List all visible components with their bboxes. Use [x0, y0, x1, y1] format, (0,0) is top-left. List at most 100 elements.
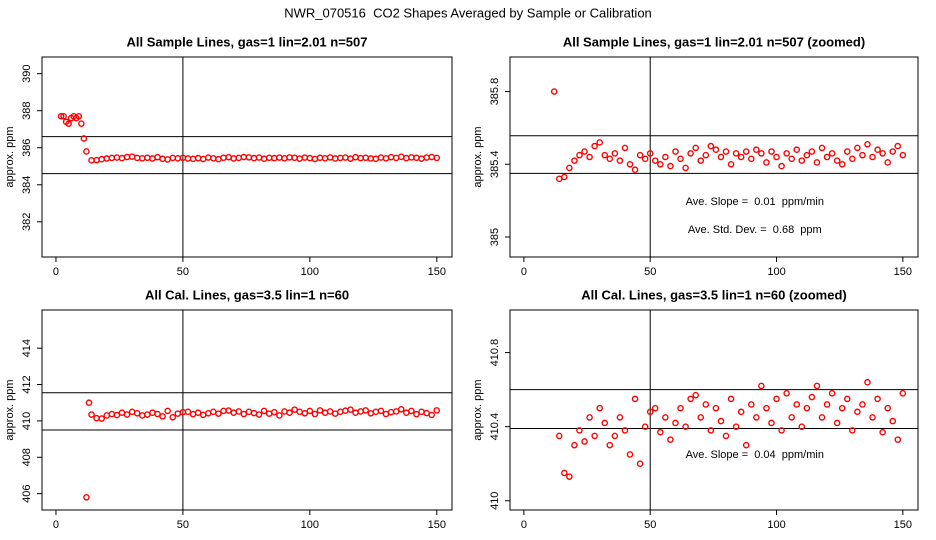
y-tick-label: 410 [489, 492, 501, 510]
data-point [235, 408, 243, 415]
data-point [803, 151, 811, 159]
data-point [621, 144, 629, 152]
data-point [753, 146, 760, 154]
data-point [712, 404, 720, 412]
plot-frame [41, 309, 453, 511]
y-tick-label: 385.4 [489, 151, 501, 179]
y-tick-label: 385.8 [489, 78, 501, 106]
data-point [78, 120, 85, 127]
data-point [833, 419, 841, 427]
data-point [566, 473, 573, 480]
data-point [768, 419, 775, 427]
data-point [403, 154, 410, 162]
data-point [889, 417, 897, 425]
data-point [586, 414, 593, 421]
data-point [707, 427, 715, 434]
data-point [758, 150, 765, 157]
annotation: Ave. Slope = 0.04 ppm/min [686, 449, 824, 461]
data-point [276, 154, 283, 161]
data-point [788, 155, 795, 163]
x-tick-label: 50 [177, 519, 189, 531]
data-point [433, 407, 441, 414]
data-point [561, 469, 568, 477]
data-point [879, 428, 886, 436]
data-point [737, 153, 745, 161]
data-point [113, 411, 121, 419]
data-point [336, 408, 344, 416]
data-point [571, 441, 578, 449]
data-point [316, 154, 324, 162]
data-point [220, 154, 227, 162]
data-point [646, 408, 654, 416]
data-point [803, 404, 811, 412]
panel-title: All Sample Lines, gas=1 lin=2.01 n=507 (… [563, 34, 865, 49]
data-point [433, 154, 441, 162]
data-point [631, 166, 639, 174]
data-point [331, 155, 339, 162]
data-point [418, 155, 425, 162]
data-point [397, 405, 405, 413]
y-axis-label: approx. ppm [4, 126, 16, 187]
data-point [204, 154, 212, 161]
data-point [717, 153, 725, 161]
data-point [631, 395, 639, 403]
data-point [854, 408, 861, 416]
data-point [662, 153, 669, 161]
data-point [813, 382, 821, 390]
x-tick-label: 150 [428, 266, 446, 278]
data-point [884, 404, 891, 412]
x-tick-label: 100 [767, 266, 785, 278]
data-point [843, 395, 851, 403]
data-point [408, 407, 415, 415]
data-point [646, 150, 654, 157]
data-point [245, 408, 253, 416]
data-point [571, 157, 578, 164]
data-point [849, 427, 856, 434]
data-point [763, 159, 770, 166]
data-point [306, 407, 314, 415]
data-point [352, 409, 359, 417]
data-point [240, 410, 248, 418]
data-point [60, 112, 67, 120]
annotation: Ave. Std. Dev. = 0.68 ppm [688, 224, 822, 236]
data-point [677, 155, 684, 163]
data-point [357, 408, 364, 415]
data-point [641, 155, 649, 163]
data-point [133, 409, 141, 417]
data-point [270, 408, 278, 416]
data-point [276, 412, 283, 419]
data-point [428, 411, 435, 419]
data-point [783, 150, 790, 157]
y-tick-label: 382 [21, 213, 33, 231]
data-point [550, 88, 558, 95]
data-point [75, 112, 83, 120]
data-point [230, 409, 237, 417]
data-point [342, 407, 349, 415]
data-point [833, 157, 841, 164]
y-tick-label: 384 [21, 176, 33, 194]
data-point [672, 419, 679, 427]
plot-frame [509, 309, 919, 511]
data-point [677, 404, 684, 412]
data-point [235, 154, 243, 162]
data-point [103, 155, 111, 162]
data-point [118, 154, 126, 162]
data-point [616, 414, 624, 421]
data-point [159, 155, 166, 163]
data-point [606, 155, 614, 163]
data-point [687, 150, 694, 157]
data-point [296, 155, 303, 162]
data-point [636, 151, 644, 159]
data-point [838, 160, 846, 168]
data-point [778, 162, 785, 170]
data-point [194, 409, 202, 417]
data-point [849, 155, 856, 163]
data-point [808, 148, 816, 155]
data-point [894, 142, 902, 150]
x-tick-label: 100 [767, 519, 785, 531]
data-point [722, 148, 730, 155]
data-point [611, 432, 619, 440]
data-point [184, 408, 192, 416]
data-point [83, 148, 90, 155]
